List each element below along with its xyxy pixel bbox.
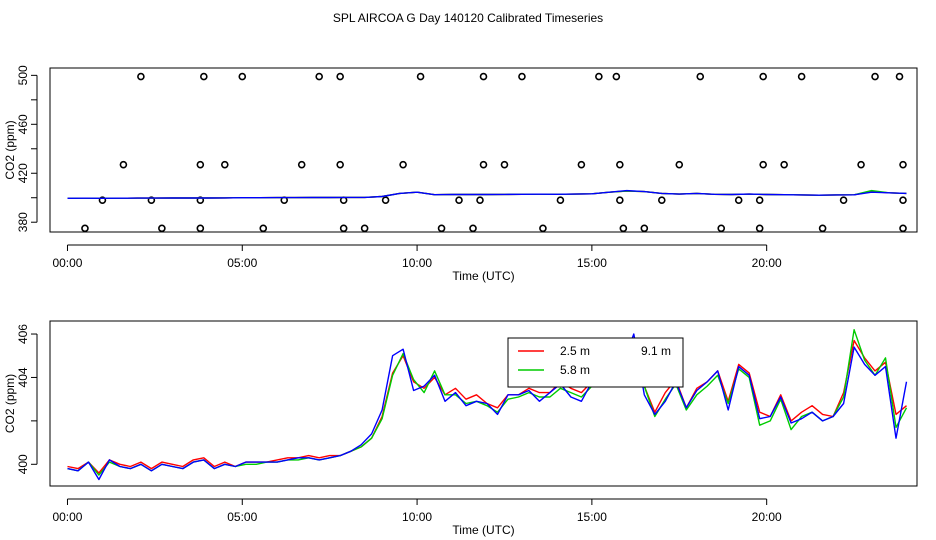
- calibration-point: [315, 72, 323, 81]
- timeseries-panel: 00:00 05:00 10:00 15:00 20:00 Time (UTC) 400 40…: [3, 320, 918, 537]
- calibration-panel: 00:00 05:00 10:00 15:00 20:00 Time (UTC) 380 42…: [3, 65, 918, 283]
- calibration-point: [797, 72, 806, 81]
- x-tick-label: 00:00: [52, 510, 82, 524]
- calibration-point: [577, 160, 586, 169]
- calibration-point: [616, 196, 624, 204]
- x-tick-label: 00:00: [52, 256, 82, 270]
- calibration-point: [500, 160, 509, 169]
- x-tick-label: 05:00: [227, 256, 257, 270]
- series-line-9-1-m: [67, 189, 907, 199]
- calibration-point: [196, 224, 205, 233]
- legend-label: 9.1 m: [641, 344, 671, 358]
- calibration-point: [899, 224, 907, 233]
- legend-label: 2.5 m: [560, 344, 590, 358]
- calibration-point: [98, 196, 107, 204]
- calibration-point: [476, 196, 484, 204]
- x-tick-label: 15:00: [577, 510, 607, 524]
- calibration-point: [259, 224, 268, 233]
- calibration-point: [595, 72, 603, 81]
- calibration-point: [895, 72, 904, 81]
- calibration-point: [238, 72, 247, 81]
- calibration-point: [196, 196, 205, 204]
- y-axis-label: CO2 (ppm): [3, 120, 17, 179]
- calibration-point: [297, 160, 306, 169]
- calibration-point: [539, 224, 547, 233]
- calibration-point: [339, 224, 348, 233]
- calibration-point: [759, 72, 767, 81]
- calibration-point: [336, 160, 344, 169]
- calibration-point: [360, 224, 369, 233]
- calibration-point: [479, 160, 488, 169]
- calibration-point: [200, 72, 208, 81]
- calibration-point: [899, 196, 907, 204]
- y-tick-label: 400: [16, 454, 30, 474]
- x-tick-label: 20:00: [752, 256, 782, 270]
- plot-frame: [49, 320, 918, 487]
- calibration-point: [612, 72, 621, 81]
- calibration-point: [640, 224, 649, 233]
- calibration-point: [657, 196, 666, 204]
- calibration-point: [81, 224, 89, 233]
- calibration-point: [759, 160, 767, 169]
- x-tick-label: 20:00: [752, 510, 782, 524]
- plot-frame: [49, 67, 918, 233]
- calibration-point: [381, 196, 390, 204]
- calibration-point: [857, 160, 865, 169]
- calibration-point: [755, 196, 764, 204]
- calibration-point: [755, 224, 764, 233]
- x-tick-label: 10:00: [402, 510, 432, 524]
- legend: 2.5 m 5.8 m 9.1 m: [507, 337, 684, 388]
- calibration-point: [839, 196, 848, 204]
- calibration-point: [437, 224, 446, 233]
- series-line-9-1-m: [67, 333, 908, 481]
- calibration-points: [81, 72, 907, 233]
- calibration-point: [696, 72, 705, 81]
- y-tick-label: 404: [16, 367, 30, 387]
- y-tick-label: 406: [16, 324, 30, 344]
- legend-label: 5.8 m: [560, 363, 590, 377]
- page-title: SPL AIRCOA G Day 140120 Calibrated Times…: [333, 11, 603, 25]
- y-tick-label: 380: [16, 212, 30, 232]
- x-axis-label: Time (UTC): [452, 523, 514, 537]
- calibration-point: [717, 224, 726, 233]
- x-tick-label: 05:00: [227, 510, 257, 524]
- calibration-point: [818, 224, 827, 233]
- x-axis-label: Time (UTC): [452, 269, 514, 283]
- calibration-point: [196, 160, 205, 169]
- x-tick-label: 10:00: [402, 256, 432, 270]
- calibration-point: [137, 72, 145, 81]
- calibration-point: [147, 196, 156, 204]
- y-tick-label: 420: [16, 163, 30, 183]
- y-tick-label: 460: [16, 114, 30, 134]
- calibration-point: [780, 160, 788, 169]
- calibration-point: [416, 72, 425, 81]
- calibration-point: [455, 196, 463, 204]
- calibration-point: [119, 160, 128, 169]
- calibration-point: [469, 224, 477, 233]
- series-line-5-8-m: [67, 329, 908, 476]
- calibration-point: [734, 196, 743, 204]
- y-axis-label: CO2 (ppm): [3, 374, 17, 433]
- calibration-point: [556, 196, 565, 204]
- legend-box: [507, 337, 684, 388]
- calibration-point: [899, 160, 907, 169]
- calibration-point: [336, 72, 344, 81]
- calibration-point: [518, 72, 526, 81]
- y-tick-label: 500: [16, 65, 30, 85]
- calibration-point: [220, 160, 229, 169]
- calibration-point: [399, 160, 407, 169]
- calibration-point: [871, 72, 879, 81]
- calibration-point: [158, 224, 166, 233]
- calibration-point: [479, 72, 488, 81]
- calibration-point: [616, 160, 624, 169]
- x-tick-label: 15:00: [577, 256, 607, 270]
- calibration-point: [619, 224, 628, 233]
- calibration-point: [675, 160, 684, 169]
